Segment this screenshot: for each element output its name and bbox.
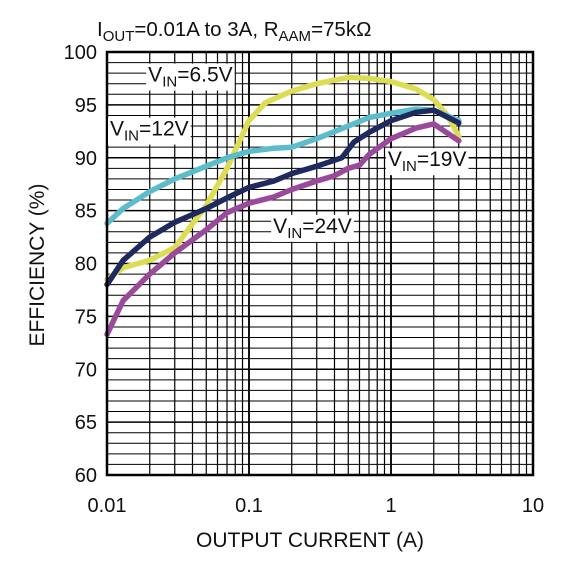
- series-line: [104, 74, 462, 283]
- series-label-background: [385, 148, 469, 176]
- series-label: VIN=24V: [273, 215, 352, 242]
- series-line: [104, 121, 462, 338]
- series-label: VIN=12V: [110, 118, 189, 145]
- series-label: VIN=19V: [388, 148, 467, 175]
- series-line: [104, 106, 462, 227]
- y-tick-label: 65: [75, 412, 97, 434]
- chart-title: IOUT=0.01A to 3A, RAAM=75kΩ: [97, 18, 371, 45]
- x-tick-label: 0.01: [88, 495, 127, 517]
- y-tick-label: 100: [64, 42, 97, 64]
- y-tick-label: 95: [75, 95, 97, 117]
- series-label: VIN=6.5V: [148, 64, 232, 91]
- y-tick-label: 80: [75, 254, 97, 276]
- y-tick-label: 85: [75, 201, 97, 223]
- series-line: [104, 107, 462, 288]
- y-axis-label: EFFICIENCY (%): [26, 184, 49, 347]
- title-out-subscript: OUT: [103, 28, 135, 45]
- grid: [106, 51, 534, 476]
- plot-frame: [105, 50, 535, 477]
- series-label-background: [271, 214, 354, 242]
- title-i: I: [97, 18, 103, 41]
- x-tick-label: 10: [522, 495, 544, 517]
- title-resistance: =75kΩ: [311, 18, 371, 41]
- y-tick-label: 70: [75, 359, 97, 381]
- series-label-background: [108, 117, 191, 145]
- y-tick-label: 90: [75, 148, 97, 170]
- tick-labels: 0.01 0.1 1 10 60 65 70 75 80 85 90 95 100: [64, 42, 545, 517]
- x-tick-label: 1: [385, 495, 396, 517]
- y-tick-label: 75: [75, 306, 97, 328]
- title-aam-subscript: AAM: [279, 28, 312, 45]
- x-tick-label: 0.1: [235, 495, 263, 517]
- title-range: =0.01A to 3A, R: [134, 18, 278, 41]
- series-label-background: [146, 63, 235, 91]
- series-labels: VIN=6.5V VIN=12V VIN=19V VIN=24V: [108, 63, 469, 242]
- x-axis-label: OUTPUT CURRENT (A): [196, 529, 424, 552]
- series-layer: [104, 74, 462, 338]
- y-tick-label: 60: [75, 465, 97, 487]
